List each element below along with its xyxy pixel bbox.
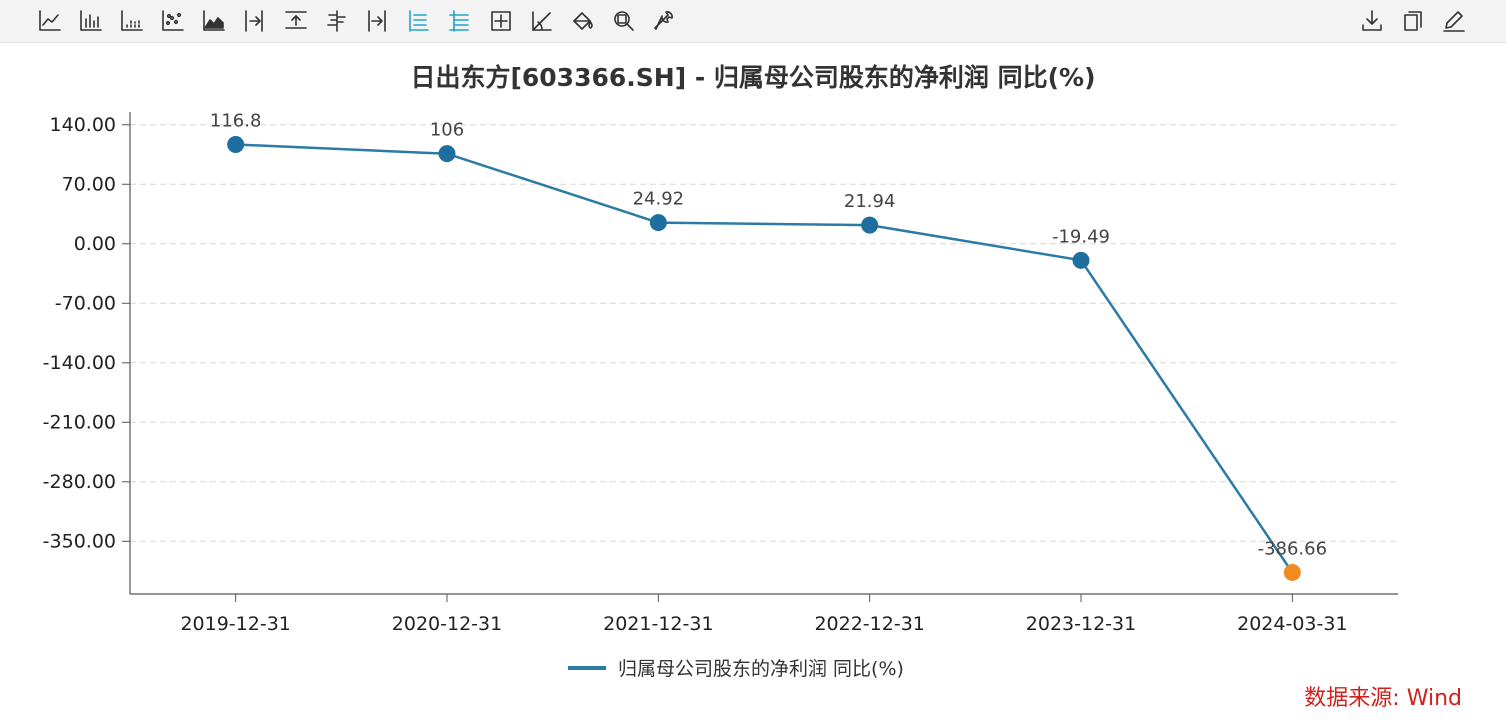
data-point <box>861 216 879 234</box>
data-source: 数据来源: Wind <box>1304 686 1462 711</box>
data-point <box>1283 563 1301 581</box>
align-end-icon[interactable] <box>364 7 392 35</box>
edit-pencil-icon[interactable] <box>1440 7 1468 35</box>
y-tick-label: 140.00 <box>50 114 116 136</box>
data-point <box>649 214 667 232</box>
y-tick-label: -70.00 <box>55 292 116 314</box>
chart-area: 日出东方[603366.SH] - 归属母公司股东的净利润 同比(%) 140.0… <box>43 63 1398 680</box>
data-label: -19.49 <box>1052 226 1110 247</box>
data-point <box>438 145 456 163</box>
line-chart-icon[interactable] <box>36 7 64 35</box>
data-label: 21.94 <box>844 191 896 212</box>
x-tick-label: 2020-12-31 <box>392 613 502 635</box>
x-tick-label: 2024-03-31 <box>1237 613 1347 635</box>
toolbar-left-group <box>36 0 692 42</box>
toolbar-right-group <box>1345 0 1468 42</box>
y-tick-label: 70.00 <box>62 173 116 195</box>
y-tick-label: -210.00 <box>43 411 116 433</box>
y-tick-label: -280.00 <box>43 471 116 493</box>
scatter-chart-icon[interactable] <box>159 7 187 35</box>
y-tick-label: 0.00 <box>74 233 116 255</box>
download-icon[interactable] <box>1358 7 1386 35</box>
dot-bar-chart-icon[interactable] <box>118 7 146 35</box>
align-top-icon[interactable] <box>282 7 310 35</box>
x-tick-label: 2019-12-31 <box>180 613 290 635</box>
chart-title: 日出东方[603366.SH] - 归属母公司股东的净利润 同比(%) <box>410 63 1095 92</box>
align-right-icon[interactable] <box>241 7 269 35</box>
zoom-search-icon[interactable] <box>610 7 638 35</box>
align-center-icon[interactable] <box>323 7 351 35</box>
x-tick-label: 2021-12-31 <box>603 613 713 635</box>
trend-angle-icon[interactable] <box>528 7 556 35</box>
copy-icon[interactable] <box>1399 7 1427 35</box>
area-chart-icon[interactable] <box>200 7 228 35</box>
x-tick-label: 2022-12-31 <box>814 613 924 635</box>
list-left-icon[interactable] <box>405 7 433 35</box>
data-point <box>1072 251 1090 269</box>
y-tick-label: -350.00 <box>43 530 116 552</box>
data-point <box>227 135 245 153</box>
series-line <box>235 143 1294 574</box>
list-indent-icon[interactable] <box>446 7 474 35</box>
chart-toolbar <box>0 0 1506 43</box>
data-label: 106 <box>430 120 464 141</box>
data-label: 116.8 <box>210 110 262 131</box>
legend-label: 归属母公司股东的净利润 同比(%) <box>618 658 904 680</box>
wrench-icon[interactable] <box>651 7 679 35</box>
x-tick-label: 2023-12-31 <box>1026 613 1136 635</box>
data-label: -386.66 <box>1258 538 1327 559</box>
bar-chart-icon[interactable] <box>77 7 105 35</box>
crosshair-box-icon[interactable] <box>487 7 515 35</box>
y-tick-label: -140.00 <box>43 352 116 374</box>
data-label: 24.92 <box>633 189 685 210</box>
paint-bucket-icon[interactable] <box>569 7 597 35</box>
